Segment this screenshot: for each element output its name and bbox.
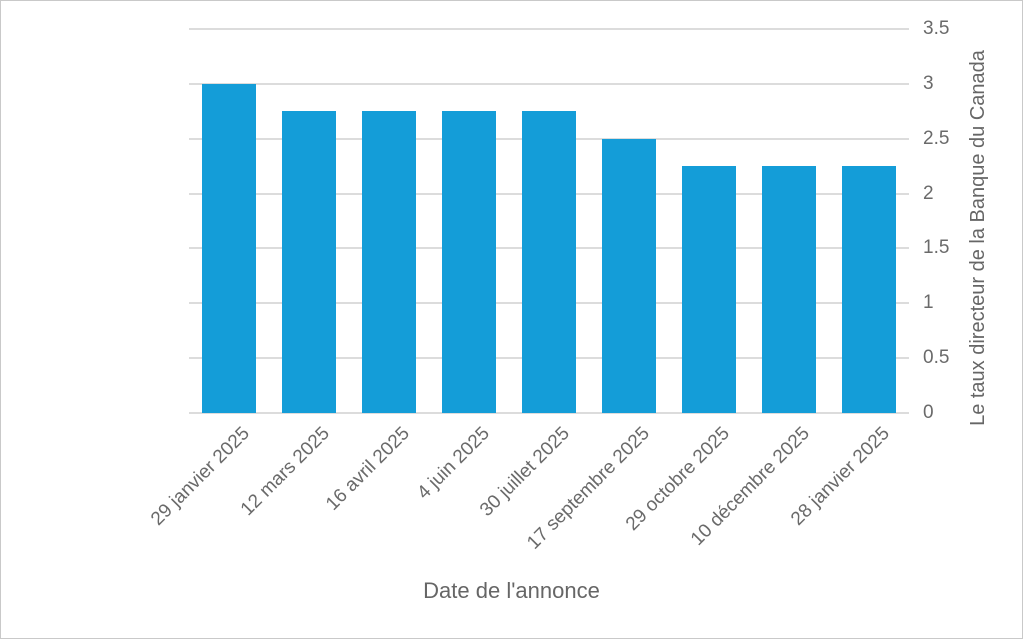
bar-28 janvier 2025 xyxy=(842,166,896,413)
y-tick-label: 0 xyxy=(923,402,934,423)
y-tick-label: 2 xyxy=(923,182,934,204)
bar-29 janvier 2025 xyxy=(202,83,256,413)
y-axis-title: Le taux directeur de la Banque du Canada xyxy=(967,50,989,426)
gridline xyxy=(189,28,909,30)
y-tick-label: 0.5 xyxy=(923,347,950,369)
bar-16 avril 2025 xyxy=(362,111,416,413)
gridline xyxy=(189,82,909,85)
bar-30 juillet 2025 xyxy=(522,111,576,413)
y-tick-label: 1.5 xyxy=(923,237,950,259)
bar-17 septembre 2025 xyxy=(602,138,656,413)
y-tick-label: 2.5 xyxy=(923,127,950,149)
y-tick-label: 3 xyxy=(923,72,934,94)
x-axis-title: Date de l'annonce xyxy=(423,578,600,603)
y-tick-label: 1 xyxy=(923,292,934,314)
bar-4 juin 2025 xyxy=(442,111,496,413)
bar-29 octobre 2025 xyxy=(682,166,736,413)
y-tick-label: 3.5 xyxy=(923,18,950,39)
bar-10 décembre 2025 xyxy=(762,166,816,413)
gridline xyxy=(189,412,909,414)
plot-area xyxy=(189,29,909,413)
bar-12 mars 2025 xyxy=(282,111,336,413)
